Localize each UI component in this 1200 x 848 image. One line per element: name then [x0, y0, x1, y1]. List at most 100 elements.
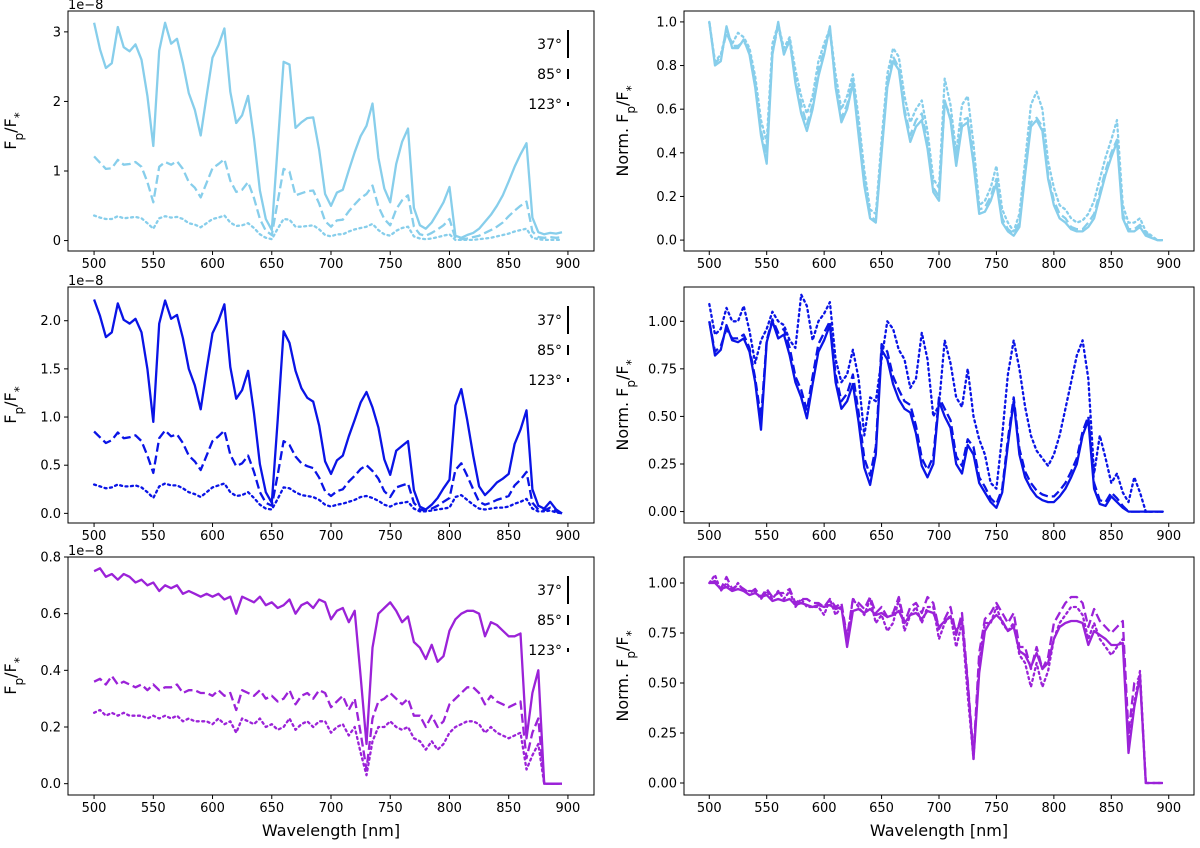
x-tick-label: 850	[1099, 801, 1124, 816]
legend-label: 37°	[537, 313, 562, 329]
x-tick-label: 800	[437, 529, 462, 544]
y-tick-label: 0.0	[656, 234, 677, 249]
y-tick-label: 0.4	[656, 146, 677, 161]
legend-label: 85°	[537, 343, 562, 359]
x-tick-label: 900	[556, 801, 581, 816]
series-line-dashed	[93, 674, 562, 785]
legend-label: 123°	[528, 97, 562, 113]
y-tick-label: 1.0	[40, 411, 61, 426]
panel-p1: 500 550 600 650 700 750 800 850 900 0.0 0.2 0.4 0.6 0…	[613, 10, 1195, 272]
plot-frame	[67, 286, 595, 524]
axis-offset-label: 1e−8	[68, 0, 103, 13]
x-tick-label: 850	[1099, 257, 1124, 272]
y-tick-label: 0.75	[648, 627, 677, 642]
y-tick-label: 0.6	[40, 607, 61, 622]
y-tick-label: 0.4	[40, 664, 61, 679]
y-axis-label-main: F	[1, 686, 20, 695]
y-tick-label: 3	[53, 25, 61, 40]
y-tick-label: 0	[53, 234, 61, 249]
panel-p2: 500 550 600 650 700 750 800 850 900 0.0 0.5 1.0 1.5 2…	[1, 274, 595, 544]
y-axis-label-star: *	[12, 386, 26, 392]
series-line-dotted	[92, 708, 564, 785]
series-line-dotted	[708, 573, 1165, 785]
y-axis-label-star: *	[12, 112, 26, 118]
y-axis-label-main: Norm. F	[613, 388, 632, 451]
series-line-dashed	[708, 21, 1163, 242]
y-tick-label: 0.50	[648, 410, 677, 425]
y-axis-label-star: *	[624, 630, 638, 636]
series-line-solid	[709, 581, 1163, 785]
x-tick-label: 850	[1099, 529, 1124, 544]
panel-p3: 500 550 600 650 700 750 800 850 900 0.00 0.25 0.50 0…	[613, 286, 1195, 544]
x-tick-label: 500	[697, 801, 722, 816]
x-tick-label: 650	[259, 257, 284, 272]
x-tick-label: 600	[812, 257, 837, 272]
x-tick-label: 750	[378, 529, 403, 544]
x-tick-label: 650	[869, 801, 894, 816]
x-tick-label: 850	[496, 801, 521, 816]
y-tick-label: 0.0	[40, 507, 61, 522]
y-axis-label-star: *	[624, 85, 638, 91]
y-axis-label-main: F	[1, 415, 20, 424]
x-tick-label: 550	[754, 529, 779, 544]
x-tick-label: 500	[82, 529, 107, 544]
axis-offset-label: 1e−8	[68, 544, 103, 559]
x-tick-label: 550	[754, 801, 779, 816]
x-axis-label: Wavelength [nm]	[870, 821, 1008, 840]
y-tick-label: 0.2	[656, 190, 677, 205]
x-tick-label: 600	[200, 257, 225, 272]
series-line-dotted	[708, 293, 1165, 513]
series-line-solid	[92, 21, 563, 239]
y-axis-label-sub: p	[624, 380, 638, 388]
x-tick-label: 550	[141, 801, 166, 816]
y-axis-label-main: F	[1, 141, 20, 150]
y-axis-label-rest: /F	[613, 91, 632, 106]
x-tick-label: 700	[319, 257, 344, 272]
x-tick-label: 550	[141, 529, 166, 544]
x-tick-label: 900	[1156, 801, 1181, 816]
series-line-dashed	[93, 429, 563, 515]
x-tick-label: 800	[1041, 529, 1066, 544]
y-tick-label: 0.8	[656, 59, 677, 74]
x-tick-label: 500	[697, 529, 722, 544]
series-line-dashed	[708, 318, 1163, 513]
series-line-dotted	[92, 214, 564, 242]
series-line-dotted	[92, 482, 564, 515]
y-tick-label: 0.50	[648, 677, 677, 692]
y-axis-label: Norm. Fp/F*	[613, 630, 638, 721]
y-axis-label-rest: /F	[1, 118, 20, 133]
series-line-dashed	[93, 155, 563, 241]
x-tick-label: 700	[927, 801, 952, 816]
y-axis-label-star: *	[624, 359, 638, 365]
y-axis-label-sub: p	[12, 133, 26, 141]
x-tick-label: 600	[200, 801, 225, 816]
legend-label: 85°	[537, 613, 562, 629]
series-line-solid	[93, 567, 562, 785]
x-tick-label: 900	[1156, 529, 1181, 544]
axis-offset-label: 1e−8	[68, 274, 103, 289]
y-axis-label-rest: /F	[1, 663, 20, 678]
y-axis-label: Norm. Fp/F*	[613, 359, 638, 450]
y-axis-label: Fp/F*	[1, 386, 26, 423]
legend-label: 37°	[537, 583, 562, 599]
y-tick-label: 0.00	[648, 505, 677, 520]
y-axis-label-rest: /F	[1, 392, 20, 407]
x-tick-label: 750	[984, 529, 1009, 544]
x-tick-label: 500	[82, 801, 107, 816]
x-tick-label: 750	[984, 801, 1009, 816]
plot-frame	[67, 556, 595, 796]
x-tick-label: 650	[869, 529, 894, 544]
x-tick-label: 600	[812, 801, 837, 816]
panel-p4: 500 550 600 650 700 750 800 850 900 0.0 0.2 0.4 0.6 0…	[1, 544, 595, 840]
x-tick-label: 850	[496, 257, 521, 272]
legend-label: 123°	[528, 643, 562, 659]
y-tick-label: 2	[53, 95, 61, 110]
y-tick-label: 0.6	[656, 103, 677, 118]
legend-label: 123°	[528, 373, 562, 389]
y-tick-label: 1.00	[648, 315, 677, 330]
x-tick-label: 550	[141, 257, 166, 272]
series-line-dotted	[708, 20, 1165, 242]
series-line-solid	[93, 299, 563, 515]
x-tick-label: 700	[927, 257, 952, 272]
y-axis-label: Norm. Fp/F*	[613, 85, 638, 176]
